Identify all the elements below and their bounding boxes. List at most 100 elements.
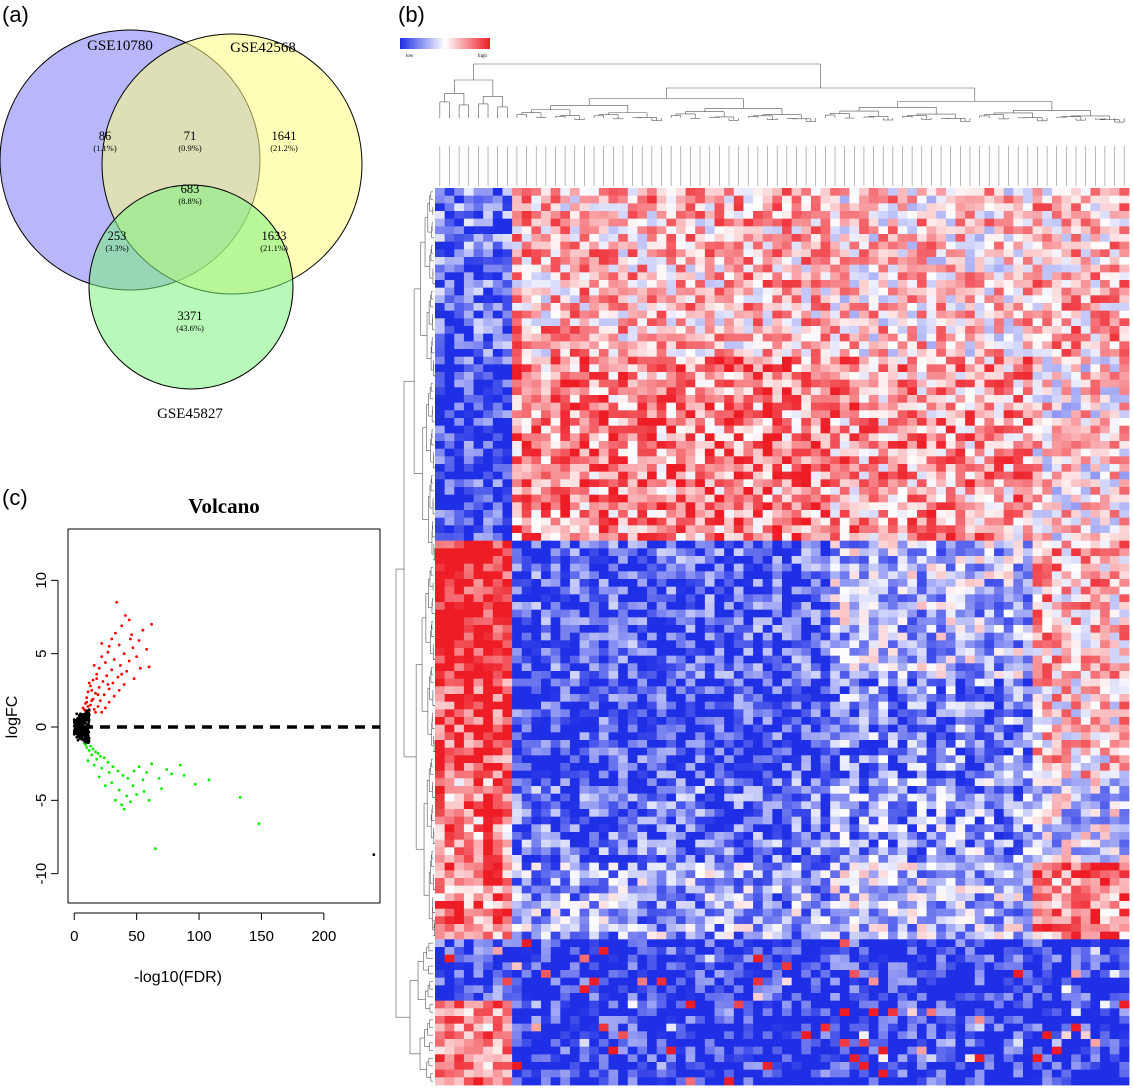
heatmap-cell [695, 479, 706, 488]
heatmap-cell [598, 234, 609, 243]
heatmap-cell [541, 556, 552, 565]
heatmap-cell [955, 326, 966, 335]
heatmap-cell [897, 433, 908, 442]
heatmap-cell [907, 648, 918, 657]
heatmap-cell [627, 402, 638, 411]
heatmap-cell [791, 241, 802, 250]
heatmap-cell [762, 694, 773, 703]
heatmap-cell [483, 364, 494, 373]
heatmap-cell [541, 211, 552, 220]
heatmap-cell [791, 395, 802, 404]
heatmap-cell [1080, 195, 1091, 204]
heatmap-cell [656, 295, 667, 304]
heatmap-cell [888, 387, 899, 396]
heatmap-cell [830, 425, 841, 434]
heatmap-cell [666, 241, 677, 250]
heatmap-cell [656, 525, 667, 534]
heatmap-cell [945, 602, 956, 611]
heatmap-cell [647, 226, 658, 235]
heatmap-cell [724, 510, 735, 519]
heatmap-cell [435, 333, 446, 342]
heatmap-cell [1003, 625, 1014, 634]
heatmap-cell [483, 387, 494, 396]
heatmap-cell [955, 594, 966, 603]
heatmap-cell [772, 456, 783, 465]
heatmap-cell [1003, 295, 1014, 304]
heatmap-cell [454, 525, 465, 534]
heatmap-cell [820, 694, 831, 703]
venn-region-count: 86 [99, 129, 112, 143]
heatmap-cell [888, 418, 899, 427]
heatmap-cell [849, 441, 860, 450]
heatmap-cell [512, 287, 523, 296]
heatmap-cell [618, 234, 629, 243]
heatmap-cell [897, 257, 908, 266]
heatmap-cell [859, 686, 870, 695]
heatmap-cell [1022, 310, 1034, 319]
heatmap-cell [1022, 678, 1034, 687]
heatmap-cell [1071, 617, 1082, 626]
heatmap-cell [550, 571, 561, 580]
heatmap-cell [801, 326, 812, 335]
heatmap-cell [965, 671, 976, 680]
heatmap-cell [666, 471, 677, 480]
heatmap-cell [1061, 372, 1072, 381]
heatmap-cell [1013, 640, 1024, 649]
heatmap-cell [1051, 502, 1062, 511]
heatmap-cell [483, 648, 494, 657]
heatmap-cell [1109, 464, 1120, 473]
heatmap-cell [444, 602, 455, 611]
heatmap-cell [849, 203, 860, 212]
heatmap-cell [791, 418, 802, 427]
heatmap-cell [560, 571, 571, 580]
heatmap-cell [1013, 632, 1024, 641]
heatmap-cell [579, 494, 590, 503]
heatmap-cell [454, 364, 465, 373]
heatmap-cell [454, 533, 465, 542]
heatmap-cell [888, 195, 899, 204]
heatmap-cell [492, 257, 503, 266]
heatmap-cell [521, 579, 532, 588]
heatmap-cell [1003, 671, 1014, 680]
heatmap-cell [868, 448, 879, 457]
heatmap-cell [907, 188, 918, 197]
heatmap-cell [1061, 694, 1072, 703]
heatmap-cell [685, 418, 696, 427]
heatmap-cell [1100, 640, 1111, 649]
heatmap-cell [473, 226, 484, 235]
heatmap-cell [666, 280, 677, 289]
heatmap-cell [878, 556, 889, 565]
heatmap-cell [1071, 487, 1082, 496]
heatmap-cell [454, 671, 465, 680]
heatmap-cell [608, 655, 619, 664]
heatmap-cell [521, 671, 532, 680]
heatmap-cell [926, 563, 937, 572]
heatmap-cell [473, 295, 484, 304]
venn-region-count: 1641 [272, 129, 297, 143]
heatmap-cell [916, 571, 927, 580]
heatmap-cell [916, 234, 927, 243]
heatmap-cell [1032, 272, 1043, 281]
heatmap-cell [926, 211, 937, 220]
heatmap-cell [782, 640, 793, 649]
heatmap-cell [791, 655, 802, 664]
heatmap-cell [454, 433, 465, 442]
heatmap-cell [1071, 448, 1082, 457]
heatmap-cell [1013, 410, 1024, 419]
heatmap-cell [714, 671, 725, 680]
heatmap-cell [1051, 356, 1062, 365]
heatmap-cell [791, 379, 802, 388]
heatmap-cell [945, 280, 956, 289]
heatmap-cell [849, 295, 860, 304]
heatmap-cell [569, 257, 580, 266]
heatmap-cell [945, 218, 956, 227]
heatmap-cell [1071, 548, 1082, 557]
heatmap-cell [762, 326, 773, 335]
heatmap-cell [849, 418, 860, 427]
heatmap-cell [521, 594, 532, 603]
heatmap-cell [839, 203, 850, 212]
heatmap-cell [685, 425, 696, 434]
heatmap-cell [704, 402, 715, 411]
heatmap-cell [1042, 640, 1053, 649]
heatmap-cell [1061, 594, 1072, 603]
